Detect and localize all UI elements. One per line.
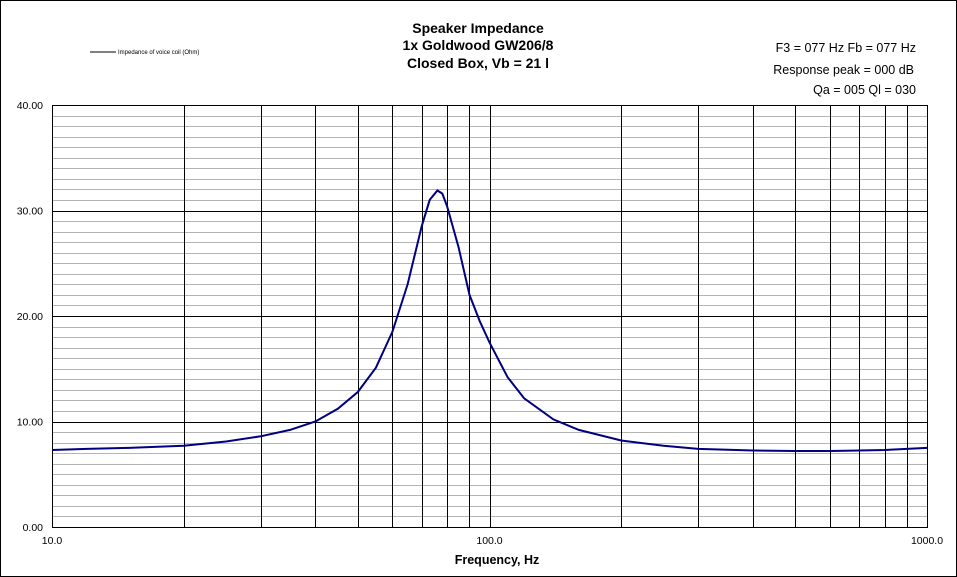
annotation-qa-ql: Qa = 005 Ql = 030 [813, 83, 916, 97]
y-tick-label: 0.00 [23, 522, 44, 534]
chart-title-line-1: Speaker Impedance [412, 20, 544, 36]
major-horizontal-gridlines [52, 211, 927, 423]
annotation-f3-fb: F3 = 077 Hz Fb = 077 Hz [776, 41, 916, 55]
x-tick-label: 100.0 [476, 535, 502, 547]
x-tick-label: 1000.0 [911, 535, 943, 547]
y-tick-label: 10.00 [17, 417, 43, 429]
impedance-curve [51, 189, 928, 452]
chart-title-line-3: Closed Box, Vb = 21 l [407, 55, 549, 71]
y-axis-tick-labels: 0.00 10.00 20.00 30.00 40.00 [17, 100, 43, 534]
x-tick-label: 10.0 [42, 535, 63, 547]
minor-horizontal-gridlines [52, 116, 927, 517]
vertical-gridlines [184, 105, 908, 527]
x-axis-tick-labels: 10.0 100.0 1000.0 [42, 535, 943, 547]
annotation-response-peak: Response peak = 000 dB [773, 63, 914, 77]
y-tick-label: 40.00 [17, 100, 43, 112]
y-tick-label: 30.00 [17, 206, 43, 218]
chart-title-line-2: 1x Goldwood GW206/8 [403, 37, 554, 53]
legend-label: Impedance of voice coil (Ohm) [118, 50, 199, 56]
y-tick-label: 20.00 [17, 311, 43, 323]
x-axis-title: Frequency, Hz [455, 553, 540, 567]
plot-border [52, 105, 928, 528]
